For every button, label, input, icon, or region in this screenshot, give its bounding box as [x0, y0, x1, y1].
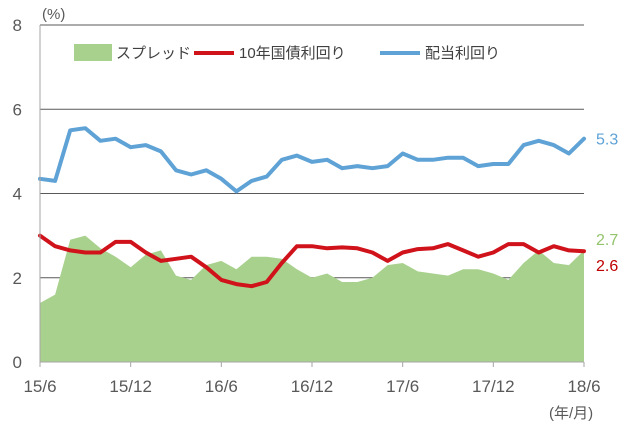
end-value-label: 5.3: [596, 132, 618, 149]
legend: スプレッド 10年国債利回り 配当利回り: [74, 44, 500, 62]
y-unit-label: (%): [42, 6, 65, 23]
y-tick-labels: 0 2 4 6 8: [13, 16, 22, 372]
end-value-labels: 2.7 2.6 5.3: [596, 132, 618, 275]
line-series: [40, 128, 584, 191]
x-tick-label: 15/12: [109, 377, 152, 396]
x-tick-label: 16/6: [205, 377, 238, 396]
legend-swatch: [74, 44, 112, 61]
x-tick-labels: 15/6 15/12 16/6 16/12 17/6 17/12 18/6: [23, 362, 600, 396]
y-tick-label: 8: [13, 16, 22, 35]
y-tick-label: 6: [13, 100, 22, 119]
x-tick-label: 17/12: [472, 377, 515, 396]
x-tick-label: 15/6: [23, 377, 56, 396]
gridlines: [40, 25, 584, 278]
legend-label: 10年国債利回り: [239, 45, 346, 62]
end-value-label: 2.7: [596, 232, 618, 249]
legend-label: スプレッド: [116, 45, 191, 62]
x-tick-label: 17/6: [386, 377, 419, 396]
y-tick-label: 4: [13, 185, 22, 204]
legend-label: 配当利回り: [425, 45, 500, 62]
area-series-layer: [40, 236, 584, 362]
end-value-label: 2.6: [596, 258, 618, 275]
x-unit-label: (年/月): [549, 405, 593, 422]
y-tick-label: 0: [13, 353, 22, 372]
x-tick-label: 18/6: [567, 377, 600, 396]
y-tick-label: 2: [13, 269, 22, 288]
area-series: [40, 236, 584, 362]
x-tick-label: 16/12: [291, 377, 334, 396]
